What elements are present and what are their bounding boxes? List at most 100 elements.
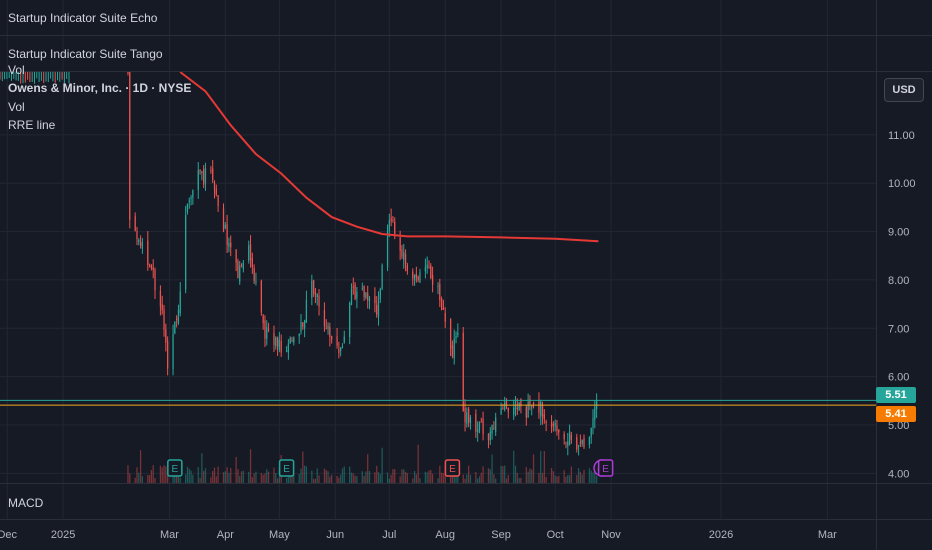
- volume-bar: [165, 466, 167, 483]
- volume-bar: [350, 472, 353, 483]
- candle-body: [477, 429, 479, 433]
- candle-body: [480, 421, 482, 423]
- candle-body: [440, 298, 443, 310]
- candle-body: [340, 347, 342, 351]
- volume-bar: [550, 467, 553, 483]
- candle-body: [552, 423, 554, 426]
- candle-body: [302, 322, 304, 327]
- volume-bar: [349, 466, 351, 483]
- volume-bar: [493, 474, 495, 483]
- volume-bar: [267, 471, 270, 483]
- volume-bar: [185, 474, 187, 483]
- currency-button[interactable]: USD: [884, 78, 924, 102]
- volume-bar: [367, 454, 369, 483]
- candle-body: [318, 295, 320, 307]
- candle-body: [453, 338, 455, 359]
- candle-body: [264, 320, 266, 339]
- volume-bar: [212, 471, 214, 483]
- candle-body: [538, 401, 540, 413]
- volume-bar: [541, 472, 544, 483]
- candle-body: [303, 319, 306, 329]
- volume-bar: [255, 471, 257, 483]
- volume-bar: [163, 465, 165, 483]
- candle-body: [159, 290, 162, 307]
- candle-body: [201, 171, 203, 173]
- volume-bar: [260, 472, 262, 483]
- candle-body: [343, 336, 345, 343]
- volume-bar: [264, 473, 266, 483]
- y-tick-label: 10.00: [888, 178, 916, 190]
- volume-bar: [154, 477, 156, 483]
- volume-bar: [251, 477, 253, 483]
- candle-body: [478, 423, 481, 431]
- candle-body: [329, 327, 331, 337]
- candle-body: [226, 224, 228, 245]
- symbol-title[interactable]: Owens & Minor, Inc. · 1D · NYSE: [8, 81, 192, 95]
- y-tick-label: 4.00: [888, 468, 909, 480]
- volume-bar: [354, 475, 356, 483]
- volume-bar: [538, 472, 540, 483]
- y-tick-label: 8.00: [888, 275, 909, 287]
- volume-bar: [148, 475, 151, 483]
- volume-bar: [581, 474, 583, 483]
- price-axis[interactable]: 4.00 5.00 6.00 7.00 8.00 9.00 10.00 11.00: [888, 130, 916, 480]
- candle-body: [331, 335, 333, 340]
- candle-body: [349, 302, 351, 337]
- time-axis[interactable]: Dec 2025 Mar Apr May Jun Jul Aug Sep Oct Nov 2026 Ma…: [0, 529, 837, 541]
- pane-separator: [0, 483, 932, 484]
- volume-bar: [249, 449, 252, 483]
- legend-vol[interactable]: Vol: [8, 100, 25, 114]
- candle-body: [314, 292, 317, 295]
- y-tick-label: 11.00: [888, 130, 915, 142]
- volume-bar: [518, 477, 520, 483]
- volume-bar: [213, 467, 216, 483]
- volume-bar: [150, 469, 153, 483]
- volume-bar: [439, 465, 441, 483]
- x-tick-label: 2025: [51, 529, 75, 541]
- macd-pane-label[interactable]: MACD: [8, 496, 44, 510]
- volume-bar: [592, 472, 594, 483]
- volume-bar: [502, 466, 504, 483]
- candle-body: [300, 322, 302, 332]
- x-tick-label: Sep: [491, 529, 511, 541]
- volume-bar: [228, 473, 230, 483]
- candle-body: [424, 267, 427, 272]
- x-tick-label: 2026: [709, 529, 733, 541]
- volume-bar: [323, 468, 326, 483]
- indicator-pane-echo[interactable]: Startup Indicator Suite Echo: [8, 11, 158, 25]
- candle-body: [213, 182, 216, 190]
- indicator-pane-tango[interactable]: Startup Indicator Suite Tango: [8, 47, 163, 61]
- candle-body: [444, 312, 446, 322]
- candle-body: [579, 441, 582, 444]
- volume-bar: [531, 469, 533, 483]
- volume-bar: [529, 468, 531, 483]
- x-tick-label: Mar: [818, 529, 837, 541]
- candle-body: [289, 337, 291, 344]
- volume-bar: [341, 468, 344, 483]
- volume-bar: [480, 472, 482, 483]
- y-tick-label: 7.00: [888, 323, 909, 335]
- candle-body: [251, 258, 253, 268]
- volume-bar: [455, 473, 457, 483]
- ma-line-path: [179, 71, 599, 243]
- volume-bar: [424, 471, 427, 483]
- legend-rre-line[interactable]: RRE line: [8, 118, 56, 132]
- event-markers: EEE⚡E: [167, 459, 614, 477]
- candle-body: [520, 399, 522, 407]
- candle-body: [255, 281, 257, 283]
- volume-bar: [514, 465, 517, 483]
- volume-bar: [303, 465, 306, 483]
- candle-body: [341, 346, 344, 348]
- x-tick-label: Jul: [382, 529, 396, 541]
- candle-body: [415, 273, 418, 278]
- candle-body: [141, 242, 144, 249]
- pane-separator: [0, 519, 932, 520]
- volume-bar: [417, 444, 419, 483]
- volume-bar: [451, 472, 454, 483]
- volume-bar: [504, 465, 506, 483]
- candle-body: [590, 427, 592, 438]
- volume-bar: [336, 475, 338, 483]
- candle-body: [285, 350, 288, 352]
- volume-bars: [127, 444, 598, 483]
